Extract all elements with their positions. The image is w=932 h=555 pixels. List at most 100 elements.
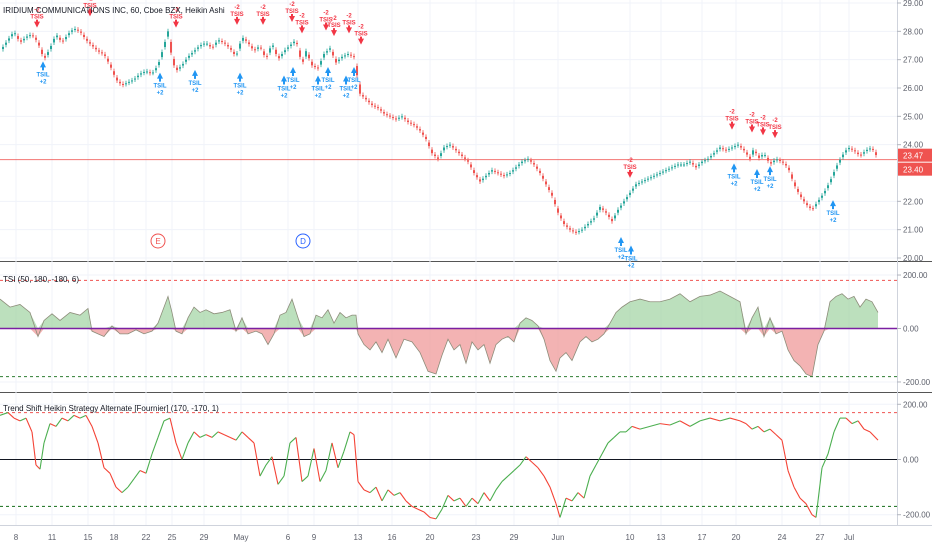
candle-body — [725, 149, 727, 151]
trend-line-segment — [689, 420, 701, 427]
signal-label: TSIS — [230, 12, 243, 18]
long-arrow-icon[interactable] — [281, 75, 287, 85]
signal-label: TSIL — [340, 87, 353, 93]
candle-body — [281, 54, 283, 57]
signal-qty: -2 — [760, 115, 766, 121]
candle-body — [233, 51, 235, 54]
candle-body — [272, 45, 274, 47]
price-tick-label: 0.00 — [903, 325, 919, 334]
time-tick-label: 22 — [142, 533, 151, 542]
trend-line-segment — [595, 453, 603, 466]
short-arrow-icon[interactable] — [627, 169, 633, 178]
trend-line-segment — [73, 414, 81, 419]
candle-body — [83, 34, 85, 37]
candle-body — [524, 160, 526, 162]
tsi-pane[interactable] — [0, 279, 897, 378]
signal-label: TSIL — [322, 78, 335, 84]
candle-body — [425, 136, 427, 139]
price-scale[interactable]: 29.00 28.00 27.00 26.00 25.00 24.00 22.00 21.00… — [897, 0, 932, 520]
trend-line-segment — [127, 478, 135, 488]
short-arrow-icon[interactable] — [87, 8, 93, 17]
time-tick-label: 9 — [312, 533, 317, 542]
price-pane[interactable]: -2TSIS-2TSIS-2TSIS-2TSIS-2TSIS-2TSIS-2TS… — [0, 0, 897, 270]
event-marker[interactable] — [295, 233, 311, 249]
trend-line-segment — [211, 431, 219, 438]
candle-body — [815, 204, 817, 207]
short-arrow-icon[interactable] — [772, 130, 778, 139]
short-arrow-icon[interactable] — [234, 16, 240, 25]
trend-line-segment — [115, 486, 123, 494]
trend-line-segment — [729, 417, 741, 422]
long-arrow-icon[interactable] — [192, 69, 198, 79]
short-arrow-icon[interactable] — [173, 19, 179, 28]
long-arrow-icon[interactable] — [40, 61, 46, 71]
trend-line-segment — [295, 437, 303, 482]
long-arrow-icon[interactable] — [628, 245, 634, 255]
candle-body — [152, 72, 154, 74]
long-arrow-icon[interactable] — [767, 166, 773, 176]
short-arrow-icon[interactable] — [260, 16, 266, 25]
candle-body — [572, 230, 574, 232]
candle-body — [413, 124, 415, 126]
candle-body — [308, 54, 310, 59]
candle-body — [536, 166, 538, 169]
time-scale[interactable]: 8 11 15 18 22 25 29 May 6 9 13 16 20 23 29 Jun 10 13 17 20 2… — [14, 533, 855, 542]
candle-body — [215, 42, 217, 45]
time-tick-label: 18 — [110, 533, 119, 542]
signal-qty: +2 — [290, 85, 298, 91]
short-arrow-icon[interactable] — [34, 19, 40, 28]
short-arrow-icon[interactable] — [331, 28, 337, 37]
long-arrow-icon[interactable] — [754, 169, 760, 178]
long-arrow-icon[interactable] — [830, 200, 836, 210]
candle-body — [512, 170, 514, 172]
trend-line-segment — [349, 431, 355, 436]
candle-body — [740, 146, 742, 148]
candle-body — [836, 165, 838, 169]
price-tick-label: 22.00 — [903, 197, 924, 206]
long-arrow-icon[interactable] — [731, 163, 737, 173]
candle-body — [122, 83, 124, 85]
candle-body — [638, 182, 640, 184]
event-marker[interactable] — [150, 233, 166, 249]
short-arrow-icon[interactable] — [299, 25, 305, 34]
short-arrow-icon[interactable] — [289, 14, 295, 22]
trend-line-segment — [205, 434, 213, 438]
candle-body — [716, 150, 718, 152]
candle-body — [176, 67, 178, 71]
short-arrow-icon[interactable] — [323, 22, 329, 31]
trend-line-segment — [393, 492, 401, 496]
short-arrow-icon[interactable] — [346, 25, 352, 34]
long-arrow-icon[interactable] — [157, 72, 163, 82]
candle-body — [770, 162, 772, 164]
trend-line-segment — [555, 503, 561, 518]
candle-body — [401, 116, 403, 118]
long-arrow-icon[interactable] — [325, 67, 331, 76]
long-arrow-icon[interactable] — [351, 67, 357, 76]
trend-line-segment — [625, 425, 633, 433]
trend-line-segment — [745, 423, 753, 430]
long-arrow-icon[interactable] — [343, 75, 349, 85]
candle-body — [311, 61, 313, 66]
candle-body — [623, 201, 625, 204]
long-arrow-icon[interactable] — [618, 237, 624, 246]
trend-line-segment — [31, 431, 37, 466]
long-arrow-icon[interactable] — [315, 75, 321, 85]
short-arrow-icon[interactable] — [358, 36, 364, 45]
candle-body — [17, 36, 19, 39]
candle-body — [347, 54, 349, 55]
candle-body — [698, 164, 700, 166]
short-arrow-icon[interactable] — [749, 124, 755, 133]
candle-body — [29, 35, 31, 37]
trend-pane[interactable] — [0, 412, 897, 520]
short-arrow-icon[interactable] — [760, 127, 766, 136]
long-arrow-icon[interactable] — [290, 67, 296, 76]
candle-body — [485, 175, 487, 178]
candle-body — [341, 56, 343, 59]
long-arrow-icon[interactable] — [237, 72, 243, 82]
short-arrow-icon[interactable] — [729, 121, 735, 130]
candle-body — [518, 164, 520, 166]
candle-body — [848, 147, 850, 150]
time-tick-label: Jul — [844, 533, 854, 542]
candle-body — [752, 150, 754, 155]
